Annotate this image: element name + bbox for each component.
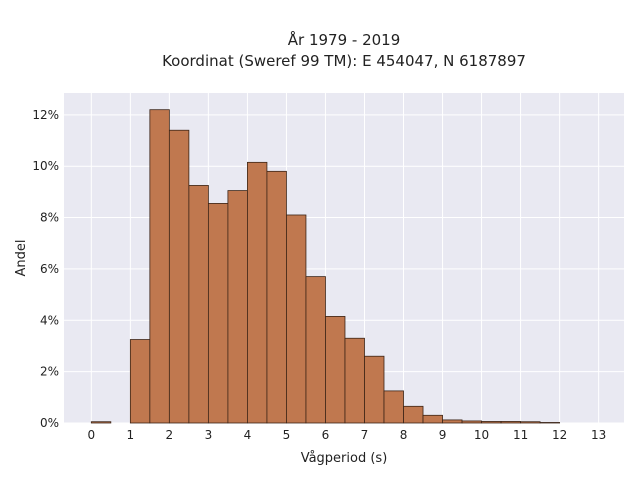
y-tick-label: 10% — [32, 159, 59, 173]
histogram-bar — [129, 339, 151, 424]
histogram-bar — [266, 170, 287, 424]
x-tick-label: 5 — [283, 428, 291, 442]
histogram-bar — [149, 109, 170, 424]
histogram-bar — [442, 419, 463, 424]
histogram-bar — [168, 129, 190, 424]
chart-title-line-1: År 1979 - 2019 — [288, 30, 401, 49]
x-tick-label: 12 — [552, 428, 567, 442]
histogram-bar — [364, 355, 385, 424]
x-axis-label: Vågperiod (s) — [301, 451, 388, 466]
x-tick-label: 0 — [87, 428, 95, 442]
histogram-bar — [286, 214, 307, 424]
x-tick-label: 8 — [400, 428, 408, 442]
histogram-bars — [90, 109, 561, 424]
histogram-bar — [500, 421, 521, 424]
x-tick-label: 11 — [513, 428, 528, 442]
histogram-bar — [247, 161, 268, 424]
y-axis-ticks: 0% 2% 4% 6% 8% 10% 12% — [32, 108, 59, 430]
histogram-bar — [383, 390, 404, 424]
histogram-bar — [481, 421, 502, 424]
x-tick-label: 2 — [166, 428, 174, 442]
x-tick-label: 4 — [244, 428, 252, 442]
histogram-bar — [344, 337, 365, 424]
y-tick-label: 6% — [40, 262, 59, 276]
histogram-bar — [227, 190, 248, 424]
histogram-bar — [422, 414, 443, 424]
histogram-bar — [403, 405, 424, 424]
histogram-bar — [325, 316, 346, 424]
x-tick-label: 10 — [474, 428, 489, 442]
y-tick-label: 2% — [40, 365, 59, 379]
x-tick-label: 7 — [361, 428, 369, 442]
x-tick-label: 6 — [322, 428, 330, 442]
chart-title-line-2: Koordinat (Sweref 99 TM): E 454047, N 61… — [162, 52, 526, 70]
y-tick-label: 4% — [40, 313, 59, 327]
histogram-bar — [539, 422, 561, 424]
histogram-bar — [520, 421, 541, 424]
histogram-bar — [90, 421, 112, 424]
histogram-bar — [188, 185, 209, 424]
x-axis-ticks: 0 1 2 3 4 5 6 7 8 9 10 11 12 13 — [87, 428, 606, 442]
y-tick-label: 8% — [40, 211, 59, 225]
x-tick-label: 13 — [591, 428, 606, 442]
x-tick-label: 1 — [127, 428, 135, 442]
x-tick-label: 3 — [205, 428, 213, 442]
histogram-bar — [461, 420, 482, 424]
y-axis-label: Andel — [14, 240, 29, 277]
y-tick-label: 0% — [40, 416, 59, 430]
histogram-bar — [207, 203, 229, 424]
histogram-bar — [305, 276, 326, 424]
y-tick-label: 12% — [32, 108, 59, 122]
x-tick-label: 9 — [439, 428, 447, 442]
